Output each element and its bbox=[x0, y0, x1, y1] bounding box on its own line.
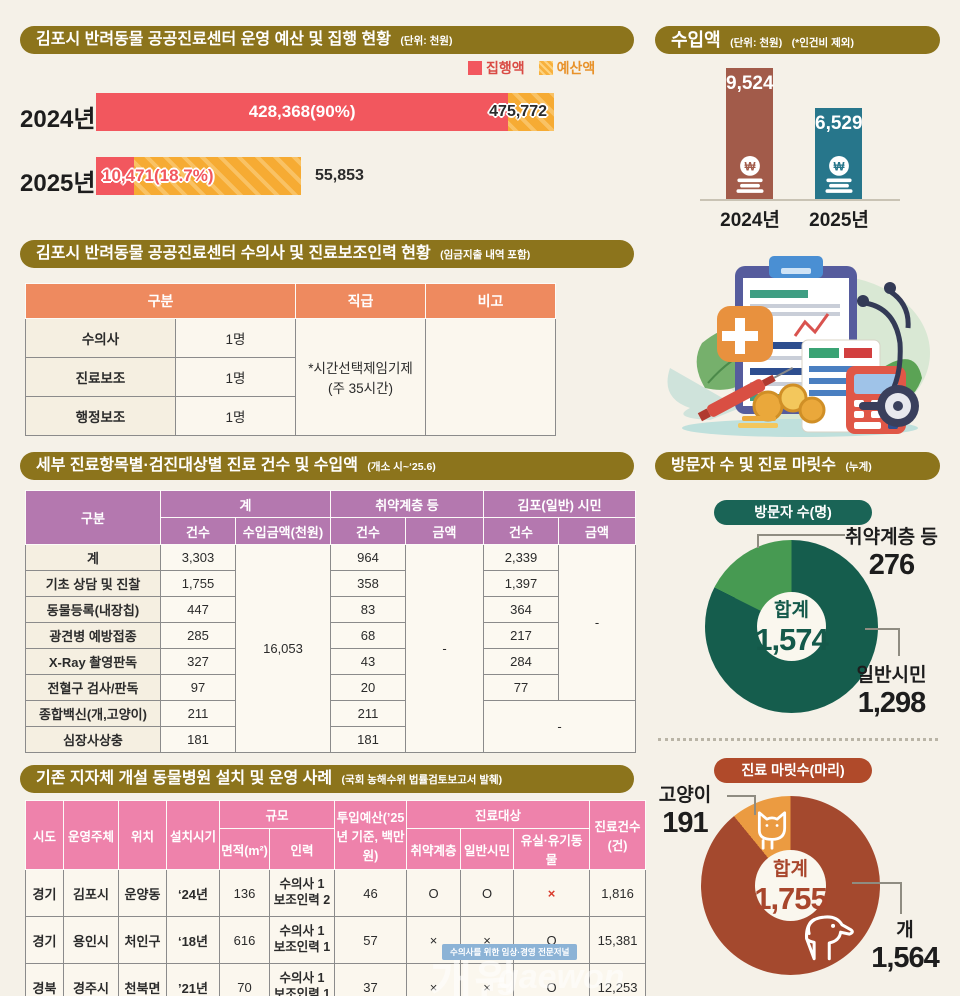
income-bar-2024: 9,524 ₩ bbox=[726, 68, 774, 199]
income-axis-label-2025: 2025년 bbox=[809, 210, 869, 231]
table-row: X-Ray 촬영판독 327 43 284 bbox=[25, 648, 636, 675]
cat-callout-line bbox=[727, 795, 756, 815]
legend-budget: 예산액 bbox=[538, 58, 595, 78]
cases-header-row2: 면적(m²) 인력 취약계층 일반시민 유실·유기동물 bbox=[26, 828, 646, 870]
staff-rank-note: *시간선택제임기제(주 35시간) bbox=[295, 318, 427, 436]
staff-section-banner: 김포시 반려동물 공공진료센터 수의사 및 진료보조인력 현황 (임금지출 내역… bbox=[20, 240, 634, 268]
budget-year-2025: 2025년 bbox=[20, 170, 96, 197]
svg-text:₩: ₩ bbox=[744, 160, 756, 173]
budget-year-2024: 2024년 bbox=[20, 106, 96, 133]
staff-table: 구분 직급 비고 수의사 1명 *시간선택제임기제(주 35시간) 진료보조 1… bbox=[24, 283, 557, 436]
table-row: 경북 경주시 천북면 ’21년 70 수의사 1 보조인력 1 37 × × O … bbox=[25, 963, 647, 996]
vulnerable-callout: 취약계층 등 276 bbox=[845, 527, 938, 581]
income-value-2024: 9,524 bbox=[726, 73, 774, 94]
income-section-banner: 수입액 (단위: 천원) (*인건비 제외) bbox=[655, 26, 940, 54]
table-row: 기초 상담 및 진찰 1,755 358 1,397 bbox=[25, 570, 636, 597]
table-row: 동물등록(내장칩) 447 83 364 bbox=[25, 596, 636, 623]
table-row: 행정보조 1명 bbox=[25, 396, 556, 436]
income-unit-note: (단위: 천원) bbox=[730, 37, 783, 49]
staff-note: (임금지출 내역 포함) bbox=[440, 249, 531, 261]
staff-header-rank: 직급 bbox=[295, 283, 427, 319]
treatment-header-row1: 구분 계 취약계층 등 김포(일반) 시민 bbox=[25, 490, 637, 545]
table-row: 심장사상충 181 181 bbox=[25, 726, 636, 753]
budget-value-2024: 475,772 bbox=[489, 103, 547, 120]
cat-callout: 고양이 191 bbox=[658, 785, 712, 839]
donut-hole bbox=[757, 592, 826, 661]
legend-executed: 집행액 bbox=[468, 58, 525, 78]
budget-bar-2025: 10,471(18.7%) bbox=[96, 157, 301, 195]
visitors-pill: 방문자 수(명) bbox=[714, 500, 872, 525]
cases-section-banner: 기존 지자체 개설 동물병원 설치 및 운영 사례 (국회 농해수위 법률검토보… bbox=[20, 765, 634, 793]
executed-bar-2025 bbox=[96, 157, 135, 195]
income-axis-label-2024: 2024년 bbox=[720, 210, 780, 231]
budget-unit-note: (단위: 천원) bbox=[400, 35, 453, 47]
visitors-donut-chart: 합계 1,574 bbox=[705, 540, 878, 713]
dog-callout: 개 1,564 bbox=[871, 920, 940, 974]
visitors-section-banner: 방문자 수 및 진료 마릿수 (누계) bbox=[655, 452, 940, 480]
medical-illustration bbox=[667, 256, 930, 437]
table-row: 경기 용인시 처인구 ‘18년 616 수의사 1 보조인력 1 57 × × O… bbox=[25, 916, 647, 964]
income-exclude-note: (*인건비 제외) bbox=[791, 37, 854, 49]
staff-remark-empty bbox=[425, 318, 557, 436]
table-row: 전혈구 검사/판독 97 20 77 bbox=[25, 674, 636, 701]
executed-value-2025: 10,471(18.7%) bbox=[102, 166, 214, 185]
visitors-banner-note: (누계) bbox=[845, 461, 872, 473]
table-row: 광견병 예방접종 285 68 217 bbox=[25, 622, 636, 649]
staff-header-remark: 비고 bbox=[425, 283, 557, 319]
treatment-note: (개소 시~‘25.6) bbox=[367, 461, 436, 473]
income-axis bbox=[700, 199, 900, 201]
animals-pill: 진료 마릿수(마리) bbox=[714, 758, 872, 783]
treatment-table: 구분 계 취약계층 등 김포(일반) 시민 건수 수입금액(천원) 건수 금액 … bbox=[25, 490, 637, 753]
vulnerable-callout-line bbox=[757, 534, 845, 548]
staff-header-group: 구분 bbox=[24, 283, 297, 319]
citizen-callout: 일반시민 1,298 bbox=[856, 665, 927, 719]
visitors-banner-title: 방문자 수 및 진료 마릿수 bbox=[671, 457, 836, 474]
executed-bar-2024 bbox=[96, 93, 509, 131]
cases-title: 기존 지자체 개설 동물병원 설치 및 운영 사례 bbox=[36, 770, 333, 787]
income-value-2025: 6,529 bbox=[815, 113, 863, 134]
staff-header-row: 구분 직급 비고 bbox=[24, 283, 557, 319]
dog-callout-line bbox=[852, 882, 902, 914]
svg-text:₩: ₩ bbox=[833, 160, 845, 173]
income-bar-2025: 6,529 ₩ bbox=[815, 108, 863, 199]
dog-icon bbox=[805, 915, 854, 961]
donut-hole bbox=[755, 850, 826, 921]
cat-icon bbox=[757, 811, 787, 850]
citizen-callout-line bbox=[865, 628, 900, 656]
executed-value-2024: 428,368(90%) bbox=[248, 102, 356, 121]
budget-swatch-icon bbox=[538, 61, 553, 75]
budget-legend: 집행액 예산액 bbox=[468, 58, 595, 78]
executed-swatch-icon bbox=[468, 61, 482, 75]
won-coins-icon: ₩ bbox=[736, 156, 763, 193]
citizen-amount-merged-cell: - bbox=[558, 544, 637, 701]
budget-title: 김포시 반려동물 공공진료센터 운영 예산 및 집행 현황 bbox=[36, 31, 391, 48]
table-row: 진료보조 1명 bbox=[25, 357, 556, 397]
budget-section-banner: 김포시 반려동물 공공진료센터 운영 예산 및 집행 현황 (단위: 천원) bbox=[20, 26, 634, 54]
cases-note: (국회 농해수위 법률검토보고서 발췌) bbox=[341, 774, 503, 786]
treatment-header-row2: 건수 수입금액(천원) 건수 금액 건수 금액 bbox=[26, 517, 637, 545]
animals-donut-chart: 합계 1,755 bbox=[701, 796, 880, 975]
visitors-donut-center: 합계 1,574 bbox=[755, 600, 829, 657]
staff-title: 김포시 반려동물 공공진료센터 수의사 및 진료보조인력 현황 bbox=[36, 245, 431, 262]
won-coins-icon: ₩ bbox=[825, 156, 852, 193]
animals-donut-center: 합계 1,755 bbox=[754, 859, 828, 916]
total-income-merged-cell: 16,053 bbox=[235, 544, 331, 753]
dotted-divider bbox=[658, 738, 938, 741]
budget-bar-2024: 428,368(90%) 475,772 bbox=[96, 93, 554, 131]
income-title: 수입액 bbox=[671, 30, 721, 50]
cases-table: 시도 운영주체 위치 설치시기 규모 투입예산(’25년 기준, 백만원) 진료… bbox=[25, 800, 647, 996]
vuln-amount-merged-cell: - bbox=[404, 544, 485, 753]
table-row: 경기 김포시 운양동 ‘24년 136 수의사 1 보조인력 2 46 O O ×… bbox=[25, 869, 647, 917]
table-row: 수의사 1명 *시간선택제임기제(주 35시간) bbox=[25, 318, 557, 436]
table-row: 계 3,303 16,053 964 - 2,339 - bbox=[25, 544, 637, 753]
table-row: 종합백신(개,고양이) 211 211 - bbox=[25, 700, 637, 753]
treatment-title: 세부 진료항목별·검진대상별 진료 건수 및 수입액 bbox=[36, 457, 358, 474]
citizen-bottom-merged-cell: - bbox=[483, 700, 637, 753]
budget-value-2025: 55,853 bbox=[315, 167, 364, 184]
treatment-section-banner: 세부 진료항목별·검진대상별 진료 건수 및 수입액 (개소 시~‘25.6) bbox=[20, 452, 634, 480]
cases-header-row1: 시도 운영주체 위치 설치시기 규모 투입예산(’25년 기준, 백만원) 진료… bbox=[25, 800, 647, 870]
